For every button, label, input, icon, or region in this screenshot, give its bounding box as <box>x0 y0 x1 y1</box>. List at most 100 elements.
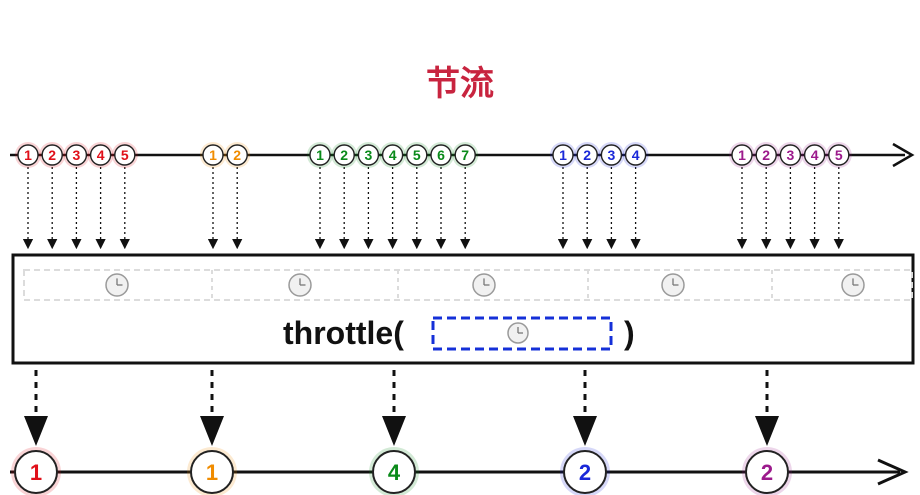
input-marble-label: 7 <box>461 147 469 163</box>
input-marble-label: 5 <box>835 147 843 163</box>
input-marble: 4 <box>87 142 114 168</box>
input-marble-circle <box>357 144 380 166</box>
input-marble: 4 <box>379 142 406 168</box>
input-marble: 6 <box>428 142 454 168</box>
timer-window-row <box>23 269 913 301</box>
input-marble-label: 4 <box>389 147 397 163</box>
input-marble-circle <box>600 144 623 166</box>
output-marble-circle <box>14 450 58 494</box>
input-marble-circle <box>406 144 428 166</box>
input-marble-label: 5 <box>121 147 129 163</box>
output-marble-circle <box>372 450 416 494</box>
input-marble: 4 <box>801 142 828 168</box>
output-marble-label: 2 <box>761 460 773 485</box>
input-marble-label: 4 <box>632 147 640 163</box>
input-marble-label: 5 <box>413 147 421 163</box>
output-marble-label: 1 <box>206 460 218 485</box>
timer-argument-box <box>431 316 613 351</box>
input-marble-circle <box>17 144 39 166</box>
input-marble-label: 1 <box>559 147 567 163</box>
input-marble-label: 4 <box>811 147 819 163</box>
output-marble: 1 <box>11 447 61 495</box>
input-marble: 1 <box>15 142 41 168</box>
output-marble-circle <box>563 450 607 494</box>
output-marble: 1 <box>187 447 237 495</box>
input-marble: 3 <box>355 142 382 168</box>
input-marble: 2 <box>753 142 780 168</box>
input-marble-circle <box>552 144 574 166</box>
input-marble-circle <box>430 144 452 166</box>
input-marble-circle <box>309 144 331 166</box>
input-marble: 5 <box>111 142 138 168</box>
input-marble-circle <box>41 144 63 166</box>
output-marble-circle <box>190 450 234 494</box>
clock-icon <box>288 273 312 297</box>
input-marble: 3 <box>777 142 804 168</box>
input-marble-label: 1 <box>209 147 217 163</box>
input-marble-circle <box>731 144 753 166</box>
input-marble-circle <box>803 144 826 166</box>
input-marble-circle <box>89 144 112 166</box>
input-marble: 2 <box>331 142 358 168</box>
input-marble: 2 <box>224 142 251 168</box>
input-marble-label: 3 <box>73 147 81 163</box>
output-arrowhead <box>573 416 597 446</box>
input-marble-circle <box>114 144 136 166</box>
output-marble: 2 <box>742 447 792 495</box>
input-marble-label: 6 <box>437 147 445 163</box>
input-marble-circle <box>381 144 404 166</box>
input-marble: 5 <box>403 142 430 168</box>
input-marble: 2 <box>574 142 601 168</box>
input-marble-label: 1 <box>316 147 324 163</box>
clock-icon <box>472 273 496 297</box>
input-marble: 1 <box>200 142 226 168</box>
input-marble-circle <box>65 144 88 166</box>
output-arrowhead <box>24 416 48 446</box>
input-marble-label: 4 <box>97 147 105 163</box>
input-marble-label: 2 <box>48 147 56 163</box>
input-marble: 5 <box>825 142 852 168</box>
clock-icon <box>841 273 865 297</box>
operator-label: throttle( <box>283 315 404 351</box>
input-marble-circle <box>202 144 224 166</box>
input-marble-circle <box>624 144 647 166</box>
input-marble-circle <box>576 144 598 166</box>
input-marble-label: 2 <box>583 147 591 163</box>
input-marble: 1 <box>550 142 576 168</box>
output-timeline-arrowhead <box>877 458 909 486</box>
input-marble-circle <box>454 144 476 166</box>
input-marble-circle <box>333 144 355 166</box>
input-marble: 1 <box>307 142 333 168</box>
clock-icon <box>105 273 129 297</box>
input-marble-circle <box>779 144 802 166</box>
output-marble-label: 1 <box>30 460 42 485</box>
input-marble-label: 1 <box>24 147 32 163</box>
input-marble-label: 3 <box>365 147 373 163</box>
output-marble-circle <box>745 450 789 494</box>
output-arrowhead <box>382 416 406 446</box>
input-marble-circle <box>755 144 777 166</box>
output-marble: 2 <box>560 447 610 495</box>
output-marble-label: 4 <box>388 460 401 485</box>
input-marble: 2 <box>39 142 66 168</box>
input-marble-label: 2 <box>340 147 348 163</box>
input-marble-label: 1 <box>738 147 746 163</box>
input-marble: 3 <box>598 142 625 168</box>
input-marble-label: 2 <box>762 147 770 163</box>
input-marble-circle <box>226 144 248 166</box>
output-arrowhead <box>755 416 779 446</box>
input-timeline-arrowhead <box>892 142 915 168</box>
input-marble: 1 <box>729 142 755 168</box>
diagram-title: 节流 <box>426 64 494 104</box>
input-marble-label: 2 <box>233 147 241 163</box>
input-marble-label: 3 <box>787 147 795 163</box>
operator-box <box>11 253 915 365</box>
output-marble-label: 2 <box>579 460 591 485</box>
input-marble-label: 3 <box>608 147 616 163</box>
output-marble: 4 <box>369 447 419 495</box>
input-marble-circle <box>828 144 850 166</box>
clock-icon <box>661 273 685 297</box>
input-marble: 4 <box>622 142 649 168</box>
output-arrowhead <box>200 416 224 446</box>
